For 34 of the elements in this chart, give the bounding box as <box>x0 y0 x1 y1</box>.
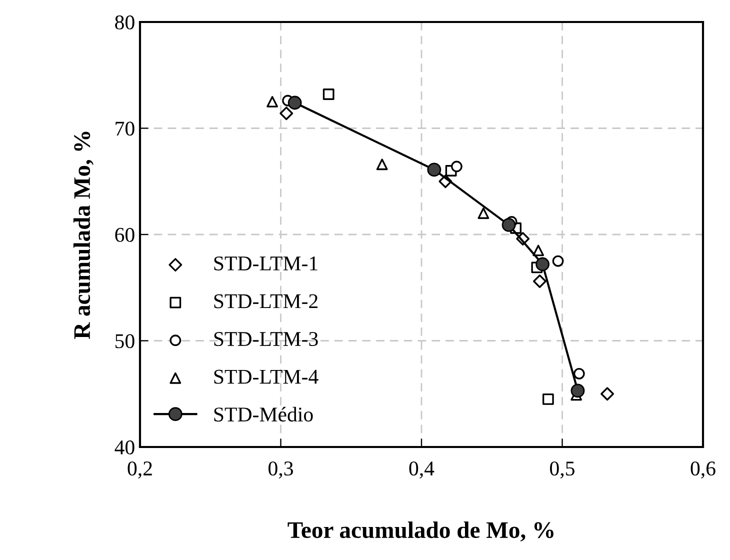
x-tick-label: 0,3 <box>268 461 293 479</box>
point <box>532 244 544 256</box>
x-tick-label: 0,2 <box>128 461 152 479</box>
point <box>266 96 278 108</box>
point <box>542 393 554 405</box>
point <box>573 368 585 380</box>
x-tick-label: 0,4 <box>409 461 434 479</box>
point <box>552 255 564 267</box>
legend-label: STD-LTM-1 <box>214 256 318 270</box>
point <box>280 106 294 120</box>
y-tick-label: 60 <box>115 228 134 242</box>
x-tick-label: 0,5 <box>550 461 574 479</box>
x-axis-title: Teor acumulado de Mo, % <box>288 521 554 542</box>
point <box>450 160 462 172</box>
point <box>570 384 585 398</box>
legend-label: STD-LTM-4 <box>214 370 318 384</box>
point <box>600 387 614 401</box>
point <box>536 257 550 272</box>
point <box>288 96 302 110</box>
y-tick-label: 40 <box>114 440 134 454</box>
x-tick-label: 0,6 <box>690 461 716 479</box>
y-tick-label: 50 <box>116 334 134 348</box>
point <box>376 158 388 170</box>
legend-label: STD-Médio <box>214 406 313 422</box>
point <box>478 208 490 219</box>
point <box>533 274 546 288</box>
point <box>502 218 516 232</box>
point <box>322 88 334 100</box>
legend-label: STD-LTM-2 <box>214 294 318 308</box>
y-tick-label: 80 <box>115 15 134 30</box>
y-tick-label: 70 <box>116 122 134 136</box>
point <box>427 162 442 177</box>
legend-label: STD-LTM-3 <box>214 332 318 346</box>
y-axis-title: R acumulada Mo, % <box>73 132 94 340</box>
